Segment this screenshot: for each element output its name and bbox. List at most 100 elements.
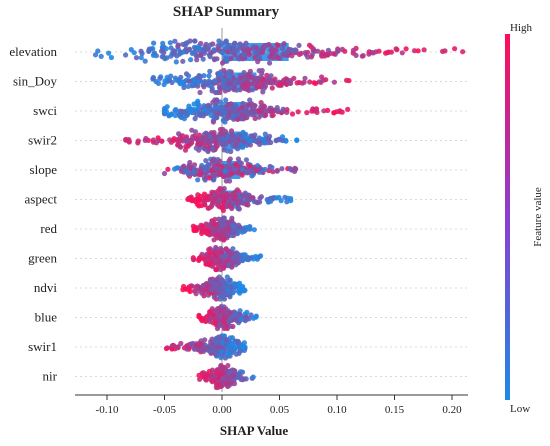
shap-point	[276, 136, 282, 142]
shap-point	[229, 192, 235, 198]
shap-point	[331, 79, 337, 85]
shap-point	[209, 306, 215, 312]
shap-point	[203, 175, 209, 181]
shap-point	[253, 314, 259, 320]
shap-point	[220, 323, 226, 329]
shap-point	[205, 261, 212, 267]
shap-point	[155, 135, 161, 141]
shap-point	[211, 192, 217, 198]
shap-point	[123, 52, 129, 58]
shap-point	[256, 54, 262, 60]
shap-point	[197, 376, 203, 382]
shap-point	[157, 75, 163, 81]
shap-point	[173, 59, 179, 65]
shap-point	[239, 257, 245, 264]
shap-point	[212, 56, 218, 62]
colorbar: High Low Feature value	[505, 22, 544, 415]
shap-point	[208, 315, 214, 321]
shap-point	[244, 135, 250, 141]
feature-label-swir2: swir2	[28, 133, 57, 148]
shap-point	[198, 111, 205, 117]
shap-point	[295, 109, 301, 115]
shap-point	[252, 115, 258, 122]
shap-point	[204, 103, 210, 109]
shap-point	[203, 258, 209, 264]
shap-point	[174, 137, 180, 143]
shap-point	[142, 58, 148, 64]
shap-point	[172, 38, 178, 44]
shap-point	[220, 364, 226, 370]
shap-point	[248, 312, 254, 318]
shap-point	[193, 291, 199, 297]
shap-point	[284, 107, 290, 113]
shap-point	[214, 104, 220, 110]
shap-point	[209, 263, 215, 269]
shap-point	[223, 252, 229, 258]
shap-point	[98, 53, 104, 60]
shap-point	[208, 221, 214, 227]
shap-point	[223, 194, 229, 200]
shap-point	[275, 42, 281, 48]
shap-point	[200, 56, 206, 62]
row-guides	[75, 51, 468, 377]
shap-point	[210, 377, 216, 383]
shap-point	[172, 166, 178, 172]
shap-point	[270, 49, 276, 56]
shap-point	[210, 279, 216, 285]
shap-point	[189, 109, 195, 116]
shap-point	[221, 221, 227, 227]
x-axis: -0.10 -0.05 0.00 0.05 0.10 0.15 0.20	[75, 394, 468, 416]
shap-point	[184, 137, 190, 143]
shap-point	[211, 177, 217, 183]
shap-point	[252, 54, 258, 60]
shap-point	[178, 144, 184, 150]
shap-point	[189, 127, 195, 133]
shap-point	[221, 237, 227, 243]
shap-point	[191, 169, 197, 175]
shap-point	[366, 49, 372, 55]
shap-point	[225, 134, 231, 140]
shap-point	[193, 136, 200, 142]
shap-point	[232, 105, 238, 111]
shap-point	[202, 337, 208, 343]
shap-point	[376, 48, 382, 54]
shap-point	[210, 41, 216, 47]
shap-point	[204, 109, 210, 115]
shap-point	[161, 170, 168, 177]
shap-point	[296, 42, 302, 49]
shap-point	[198, 141, 204, 147]
shap-point	[267, 60, 273, 66]
shap-point	[280, 106, 286, 112]
shap-point	[194, 53, 200, 59]
shap-point	[219, 49, 225, 55]
shap-point	[196, 314, 202, 320]
feature-label-aspect: aspect	[25, 192, 58, 207]
shap-point	[209, 160, 216, 166]
shap-point	[199, 251, 205, 257]
shap-point	[226, 352, 232, 358]
shap-point	[232, 345, 238, 351]
shap-point	[207, 68, 213, 74]
shap-point	[213, 114, 219, 120]
shap-point	[184, 343, 190, 349]
shap-point	[230, 373, 236, 379]
shap-point	[337, 108, 343, 114]
shap-point	[207, 133, 213, 139]
shap-point	[232, 282, 238, 288]
shap-point	[256, 166, 262, 172]
shap-point	[246, 225, 253, 231]
shap-point	[246, 73, 252, 79]
shap-point	[228, 55, 234, 61]
shap-point	[225, 363, 231, 369]
shap-point	[225, 172, 231, 178]
feature-label-swir1: swir1	[28, 339, 57, 354]
shap-point	[199, 136, 205, 142]
shap-point	[270, 169, 276, 175]
shap-point	[239, 166, 246, 172]
shap-point	[197, 89, 203, 96]
shap-point	[213, 258, 219, 264]
shap-point	[248, 168, 254, 174]
shap-point	[211, 47, 217, 53]
shap-point	[211, 172, 217, 178]
